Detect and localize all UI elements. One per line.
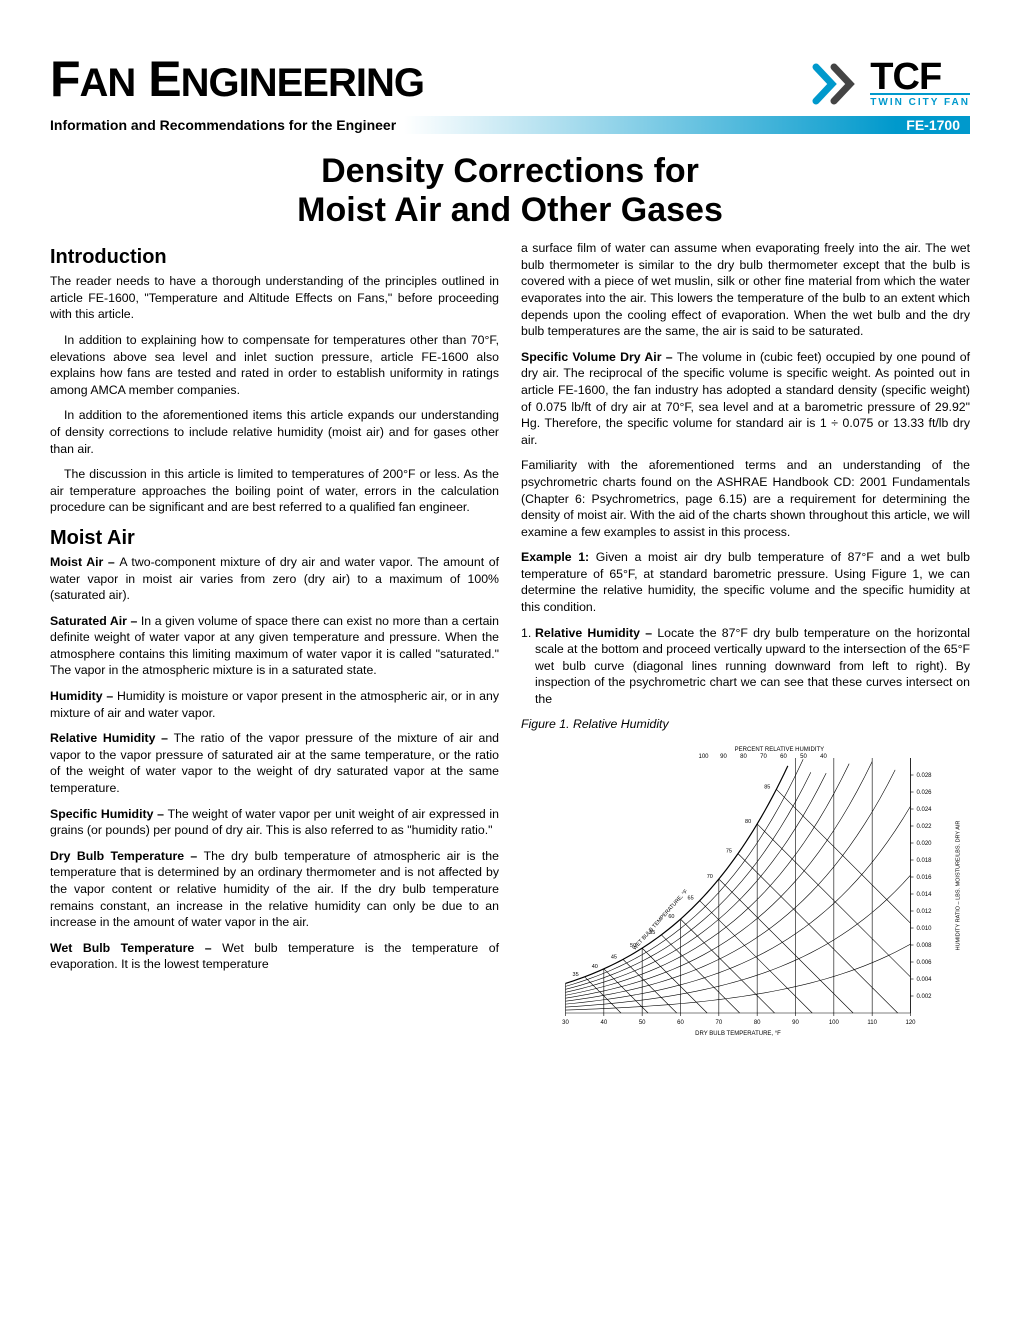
relative-humidity-def: Relative Humidity – The ratio of the vap… <box>50 730 499 796</box>
svg-text:0.028: 0.028 <box>917 773 933 779</box>
title-cap1: F <box>50 51 80 107</box>
doc-title-l1: Density Corrections for <box>321 152 699 190</box>
wet-bulb-cont: a surface film of water can assume when … <box>521 240 970 340</box>
svg-text:40: 40 <box>592 964 598 970</box>
logo-tcf: TCF <box>870 61 970 93</box>
info-label: Information and Recommendations for the … <box>50 117 404 133</box>
example-1: Example 1: Given a moist air dry bulb te… <box>521 549 970 615</box>
svg-text:60: 60 <box>677 1020 684 1026</box>
svg-text:85: 85 <box>764 785 770 791</box>
example-1-rh-term: Relative Humidity – <box>535 626 657 640</box>
doc-code: FE-1700 <box>896 116 970 134</box>
doc-title-l2: Moist Air and Other Gases <box>297 191 723 229</box>
svg-text:PERCENT RELATIVE HUMIDITY: PERCENT RELATIVE HUMIDITY <box>735 747 824 753</box>
svg-text:45: 45 <box>611 955 617 961</box>
specific-humidity-def: Specific Humidity – The weight of water … <box>50 806 499 839</box>
info-gradient <box>404 116 896 134</box>
intro-p2: In addition to explaining how to compens… <box>50 332 499 398</box>
saturated-air-term: Saturated Air – <box>50 614 141 628</box>
svg-text:0.010: 0.010 <box>917 926 933 932</box>
relative-humidity-term: Relative Humidity – <box>50 731 174 745</box>
svg-text:40: 40 <box>820 754 827 760</box>
main-title: FAN ENGINEERING <box>50 50 424 108</box>
svg-text:0.024: 0.024 <box>917 807 933 813</box>
logo: TCF TWIN CITY FAN <box>810 61 970 108</box>
example-1-term: Example 1: <box>521 550 596 564</box>
specific-volume-def: Specific Volume Dry Air – The volume in … <box>521 349 970 449</box>
svg-text:0.016: 0.016 <box>917 875 933 881</box>
intro-p4: The discussion in this article is limite… <box>50 466 499 516</box>
title-sc2: NGINEERING <box>181 61 424 105</box>
chart-svg: 30 40 50 60 70 80 90 100 110 120 DRY BULB TEMPERAT… <box>521 738 970 1038</box>
moist-air-def: Moist Air – A two-component mixture of d… <box>50 554 499 604</box>
psychrometric-chart: 30 40 50 60 70 80 90 100 110 120 DRY BULB TEMPERAT… <box>521 738 970 1038</box>
svg-text:90: 90 <box>720 754 727 760</box>
svg-text:DRY BULB TEMPERATURE, °F: DRY BULB TEMPERATURE, °F <box>695 1031 781 1037</box>
svg-text:0.002: 0.002 <box>917 994 933 1000</box>
svg-text:30: 30 <box>562 1020 569 1026</box>
intro-p1: The reader needs to have a thorough unde… <box>50 273 499 323</box>
wet-bulb-term: Wet Bulb Temperature – <box>50 941 222 955</box>
specific-humidity-term: Specific Humidity – <box>50 807 168 821</box>
svg-text:70: 70 <box>715 1020 722 1026</box>
svg-text:0.022: 0.022 <box>917 824 933 830</box>
svg-text:80: 80 <box>745 819 751 825</box>
right-column: a surface film of water can assume when … <box>521 240 970 1038</box>
svg-text:60: 60 <box>780 754 787 760</box>
dry-bulb-def: Dry Bulb Temperature – The dry bulb temp… <box>50 848 499 931</box>
familiarity-p: Familiarity with the aforementioned term… <box>521 457 970 540</box>
intro-p3: In addition to the aforementioned items … <box>50 407 499 457</box>
specific-volume-term: Specific Volume Dry Air – <box>521 350 677 364</box>
wet-bulb-def: Wet Bulb Temperature – Wet bulb temperat… <box>50 940 499 973</box>
svg-text:75: 75 <box>726 849 732 855</box>
example-1-num: 1. <box>521 625 531 642</box>
svg-text:100: 100 <box>698 754 709 760</box>
title-sc1: AN <box>80 61 136 105</box>
moist-air-term: Moist Air – <box>50 555 119 569</box>
dry-bulb-term: Dry Bulb Temperature – <box>50 849 204 863</box>
svg-text:110: 110 <box>867 1020 877 1026</box>
svg-text:0.006: 0.006 <box>917 960 933 966</box>
columns: Introduction The reader needs to have a … <box>50 240 970 1038</box>
heading-introduction: Introduction <box>50 244 499 271</box>
svg-text:80: 80 <box>740 754 747 760</box>
svg-text:65: 65 <box>688 896 694 902</box>
example-1-item-1: 1. Relative Humidity – Locate the 87°F d… <box>521 625 970 708</box>
figure-1-caption: Figure 1. Relative Humidity <box>521 716 970 733</box>
svg-text:0.012: 0.012 <box>917 909 933 915</box>
left-column: Introduction The reader needs to have a … <box>50 240 499 1038</box>
svg-text:100: 100 <box>829 1020 840 1026</box>
humidity-def: Humidity – Humidity is moisture or vapor… <box>50 688 499 721</box>
svg-text:0.026: 0.026 <box>917 790 933 796</box>
info-bar: Information and Recommendations for the … <box>50 116 970 134</box>
svg-text:60: 60 <box>668 914 674 920</box>
humidity-text: Humidity is moisture or vapor present in… <box>50 689 499 720</box>
svg-text:0.020: 0.020 <box>917 841 933 847</box>
svg-text:0.008: 0.008 <box>917 943 933 949</box>
saturated-air-def: Saturated Air – In a given volume of spa… <box>50 613 499 679</box>
doc-title: Density Corrections for Moist Air and Ot… <box>50 152 970 230</box>
svg-text:70: 70 <box>760 754 767 760</box>
svg-text:80: 80 <box>754 1020 761 1026</box>
humidity-term: Humidity – <box>50 689 117 703</box>
svg-text:35: 35 <box>573 972 579 978</box>
svg-text:120: 120 <box>905 1020 916 1026</box>
svg-text:0.018: 0.018 <box>917 858 933 864</box>
svg-text:90: 90 <box>792 1020 799 1026</box>
svg-text:0.004: 0.004 <box>917 977 933 983</box>
svg-text:0.014: 0.014 <box>917 892 933 898</box>
logo-text: TCF TWIN CITY FAN <box>870 61 970 108</box>
svg-text:40: 40 <box>600 1020 607 1026</box>
svg-text:70: 70 <box>707 874 713 880</box>
logo-chevron-icon <box>810 61 864 107</box>
heading-moist-air: Moist Air <box>50 525 499 552</box>
svg-text:50: 50 <box>639 1020 646 1026</box>
svg-text:50: 50 <box>800 754 807 760</box>
svg-text:HUMIDITY RATIO – LBS. MOISTURE: HUMIDITY RATIO – LBS. MOISTURE/LBS. DRY … <box>956 821 962 951</box>
header-row: FAN ENGINEERING TCF TWIN CITY FAN <box>50 50 970 108</box>
title-cap2: E <box>135 51 180 107</box>
specific-volume-text: The volume in (cubic feet) occupied by o… <box>521 350 970 447</box>
